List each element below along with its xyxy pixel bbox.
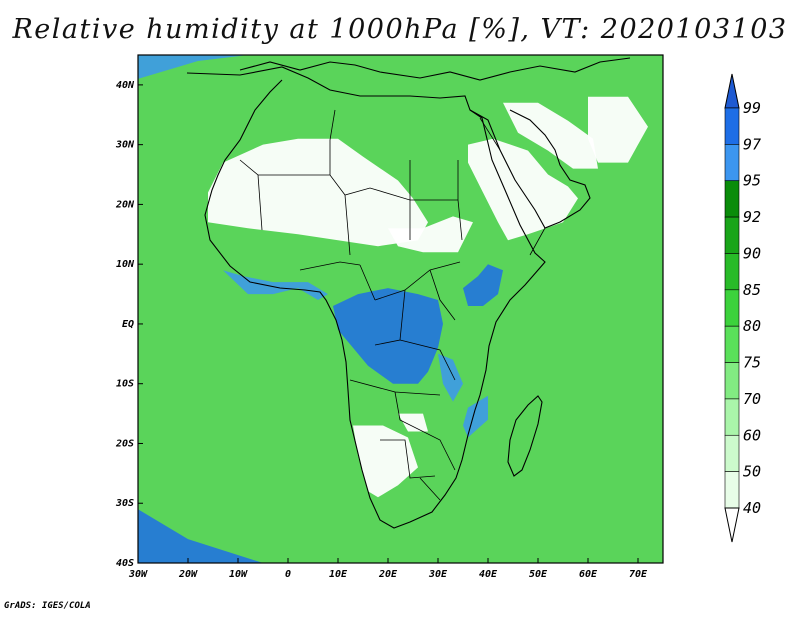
colorbar-segment [724,107,740,145]
lon-tick-label: 50E [529,569,548,580]
lon-tick-label: 60E [579,569,598,580]
colorbar-level-label: 95 [743,172,761,190]
lat-tick-label: 30S [115,498,134,509]
colorbar-segment [724,471,740,509]
lon-tick-label: 10E [329,569,348,580]
colorbar-level-label: 75 [743,354,761,372]
lat-tick-label: 30N [115,140,135,151]
colorbar-segment [724,434,740,472]
colorbar-level-label: 99 [743,99,761,117]
colorbar-bottom-arrow [724,507,740,543]
colorbar-segment [724,180,740,218]
humid-areas-layer [138,55,503,563]
colorbar-segment [724,362,740,400]
dry-region-arabia [468,138,578,241]
lon-tick-label: 70E [629,569,648,580]
lon-tick-label: 30W [128,569,148,580]
humid-region-mediterranean-w [138,55,248,79]
dry-region-sahara-west [208,138,428,247]
colorbar-level-label: 97 [743,135,761,153]
lon-tick-label: 40E [479,569,498,580]
border-lines [239,109,546,501]
colorbar-segment [724,253,740,291]
lat-tick-label: 10S [116,379,134,390]
colorbar-segment [724,144,740,182]
lon-tick-label: 20W [178,569,198,580]
coastline-layer [186,57,631,529]
colorbar-segment [724,216,740,254]
humid-region-southern-ocean [138,509,263,563]
colorbar-level-label: 90 [743,244,761,262]
colorbar-level-label: 60 [743,426,761,444]
colorbar-top-arrow [724,73,740,109]
dry-areas-layer [208,96,648,498]
page-title: Relative humidity at 1000hPa [%], VT: 20… [12,14,788,45]
colorbar-segment [724,325,740,363]
lon-tick-label: 30E [428,569,448,580]
lat-tick-label: 40S [116,558,134,569]
humid-region-congo [333,288,443,384]
colorbar: 99 97 95 92 90 85 80 75 70 60 50 40 [724,73,761,543]
lat-tick-label: 20N [115,199,135,210]
colorbar-level-label: 70 [743,390,761,408]
dry-region-middle-east [503,102,598,169]
humid-region-mozambique [463,395,488,438]
colorbar-level-label: 85 [743,281,761,299]
lat-tick-label: 20S [115,438,134,449]
grads-credit: GrADS: IGES/COLA [4,601,91,611]
humid-region-gulf-guinea [223,270,328,300]
lat-tick-label: EQ [122,319,134,330]
map-frame [137,54,664,564]
africa-coastline [186,66,546,529]
latitude-axis: 40N 30N 20N 10N EQ 10S 20S 30S 40S [115,80,143,569]
dry-region-iran-east [588,96,648,163]
madagascar-coastline [507,395,543,477]
dry-region-angola-patch [398,413,428,432]
colorbar-segment [724,289,740,327]
colorbar-segment [724,398,740,436]
humid-region-tanzania [438,353,463,402]
lat-tick-label: 40N [116,80,135,91]
colorbar-level-label: 92 [743,208,761,226]
dry-region-sahel-east [388,216,473,253]
lon-tick-label: 10W [229,569,248,580]
longitude-axis: 30W 20W 10W 0 10E 20E 30E 40E 50E 60E 70E [128,558,648,580]
dry-region-namibia-kalahari [353,425,418,498]
lat-tick-label: 10N [116,259,135,270]
lon-tick-label: 20E [378,569,398,580]
mediterranean-north-coastline [239,57,631,81]
humid-region-ethiopia [463,264,503,306]
colorbar-level-label: 80 [743,317,761,335]
arabia-coastline [469,109,591,229]
lon-tick-label: 0 [285,569,291,580]
relative-humidity-map [138,55,663,563]
colorbar-level-label: 50 [743,463,761,481]
colorbar-level-label: 40 [743,499,761,517]
